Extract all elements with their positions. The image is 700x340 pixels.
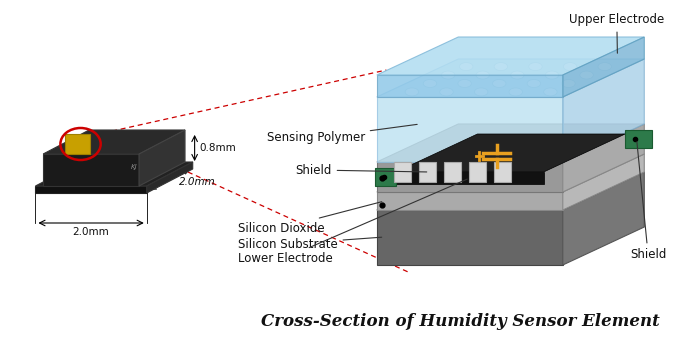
Text: Silicon Substrate: Silicon Substrate — [238, 237, 382, 251]
Polygon shape — [377, 37, 644, 75]
Ellipse shape — [476, 71, 489, 79]
Polygon shape — [377, 172, 644, 210]
Polygon shape — [563, 124, 644, 192]
Ellipse shape — [440, 88, 453, 96]
Ellipse shape — [598, 63, 611, 71]
FancyBboxPatch shape — [65, 134, 90, 154]
Text: Sensing Polymer: Sensing Polymer — [267, 124, 417, 144]
FancyBboxPatch shape — [625, 130, 652, 148]
FancyBboxPatch shape — [375, 168, 396, 186]
Ellipse shape — [458, 80, 471, 87]
Polygon shape — [419, 162, 436, 182]
Text: 0.8mm: 0.8mm — [199, 143, 236, 153]
Ellipse shape — [494, 63, 508, 71]
Polygon shape — [563, 154, 644, 210]
Ellipse shape — [528, 63, 542, 71]
Polygon shape — [139, 130, 185, 186]
Polygon shape — [377, 210, 563, 265]
Polygon shape — [396, 134, 625, 172]
Text: 2.0mm: 2.0mm — [73, 227, 109, 237]
Polygon shape — [377, 59, 644, 97]
Polygon shape — [377, 124, 644, 162]
Text: Upper Electrode: Upper Electrode — [569, 14, 664, 53]
Text: Silicon Dioxide: Silicon Dioxide — [238, 202, 382, 235]
Polygon shape — [43, 130, 185, 154]
Polygon shape — [563, 172, 644, 265]
Polygon shape — [396, 172, 544, 184]
Text: Shield: Shield — [295, 164, 427, 176]
Ellipse shape — [510, 71, 524, 79]
Text: KJ: KJ — [131, 164, 138, 170]
Text: Cross-Section of Humidity Sensor Element: Cross-Section of Humidity Sensor Element — [261, 313, 659, 330]
Polygon shape — [444, 162, 461, 182]
Ellipse shape — [580, 71, 594, 79]
Ellipse shape — [564, 63, 577, 71]
Polygon shape — [563, 37, 644, 97]
Polygon shape — [36, 186, 147, 193]
Polygon shape — [377, 192, 563, 210]
Ellipse shape — [442, 71, 455, 79]
Ellipse shape — [405, 88, 419, 96]
Text: Lower Electrode: Lower Electrode — [238, 179, 467, 265]
Polygon shape — [377, 75, 563, 97]
Polygon shape — [494, 162, 511, 182]
Polygon shape — [36, 162, 192, 186]
Polygon shape — [43, 154, 139, 186]
Polygon shape — [147, 162, 193, 193]
Ellipse shape — [475, 88, 488, 96]
Ellipse shape — [544, 88, 557, 96]
Polygon shape — [377, 162, 563, 192]
Ellipse shape — [424, 80, 437, 87]
Polygon shape — [377, 97, 563, 162]
Ellipse shape — [545, 71, 559, 79]
Polygon shape — [563, 59, 644, 162]
Polygon shape — [394, 162, 412, 182]
Ellipse shape — [527, 80, 540, 87]
Ellipse shape — [459, 63, 473, 71]
Ellipse shape — [509, 88, 522, 96]
Text: 2.0mm: 2.0mm — [179, 177, 216, 187]
Polygon shape — [377, 154, 644, 192]
Polygon shape — [469, 162, 486, 182]
Ellipse shape — [493, 80, 506, 87]
Text: Shield: Shield — [630, 142, 666, 261]
Ellipse shape — [562, 80, 575, 87]
